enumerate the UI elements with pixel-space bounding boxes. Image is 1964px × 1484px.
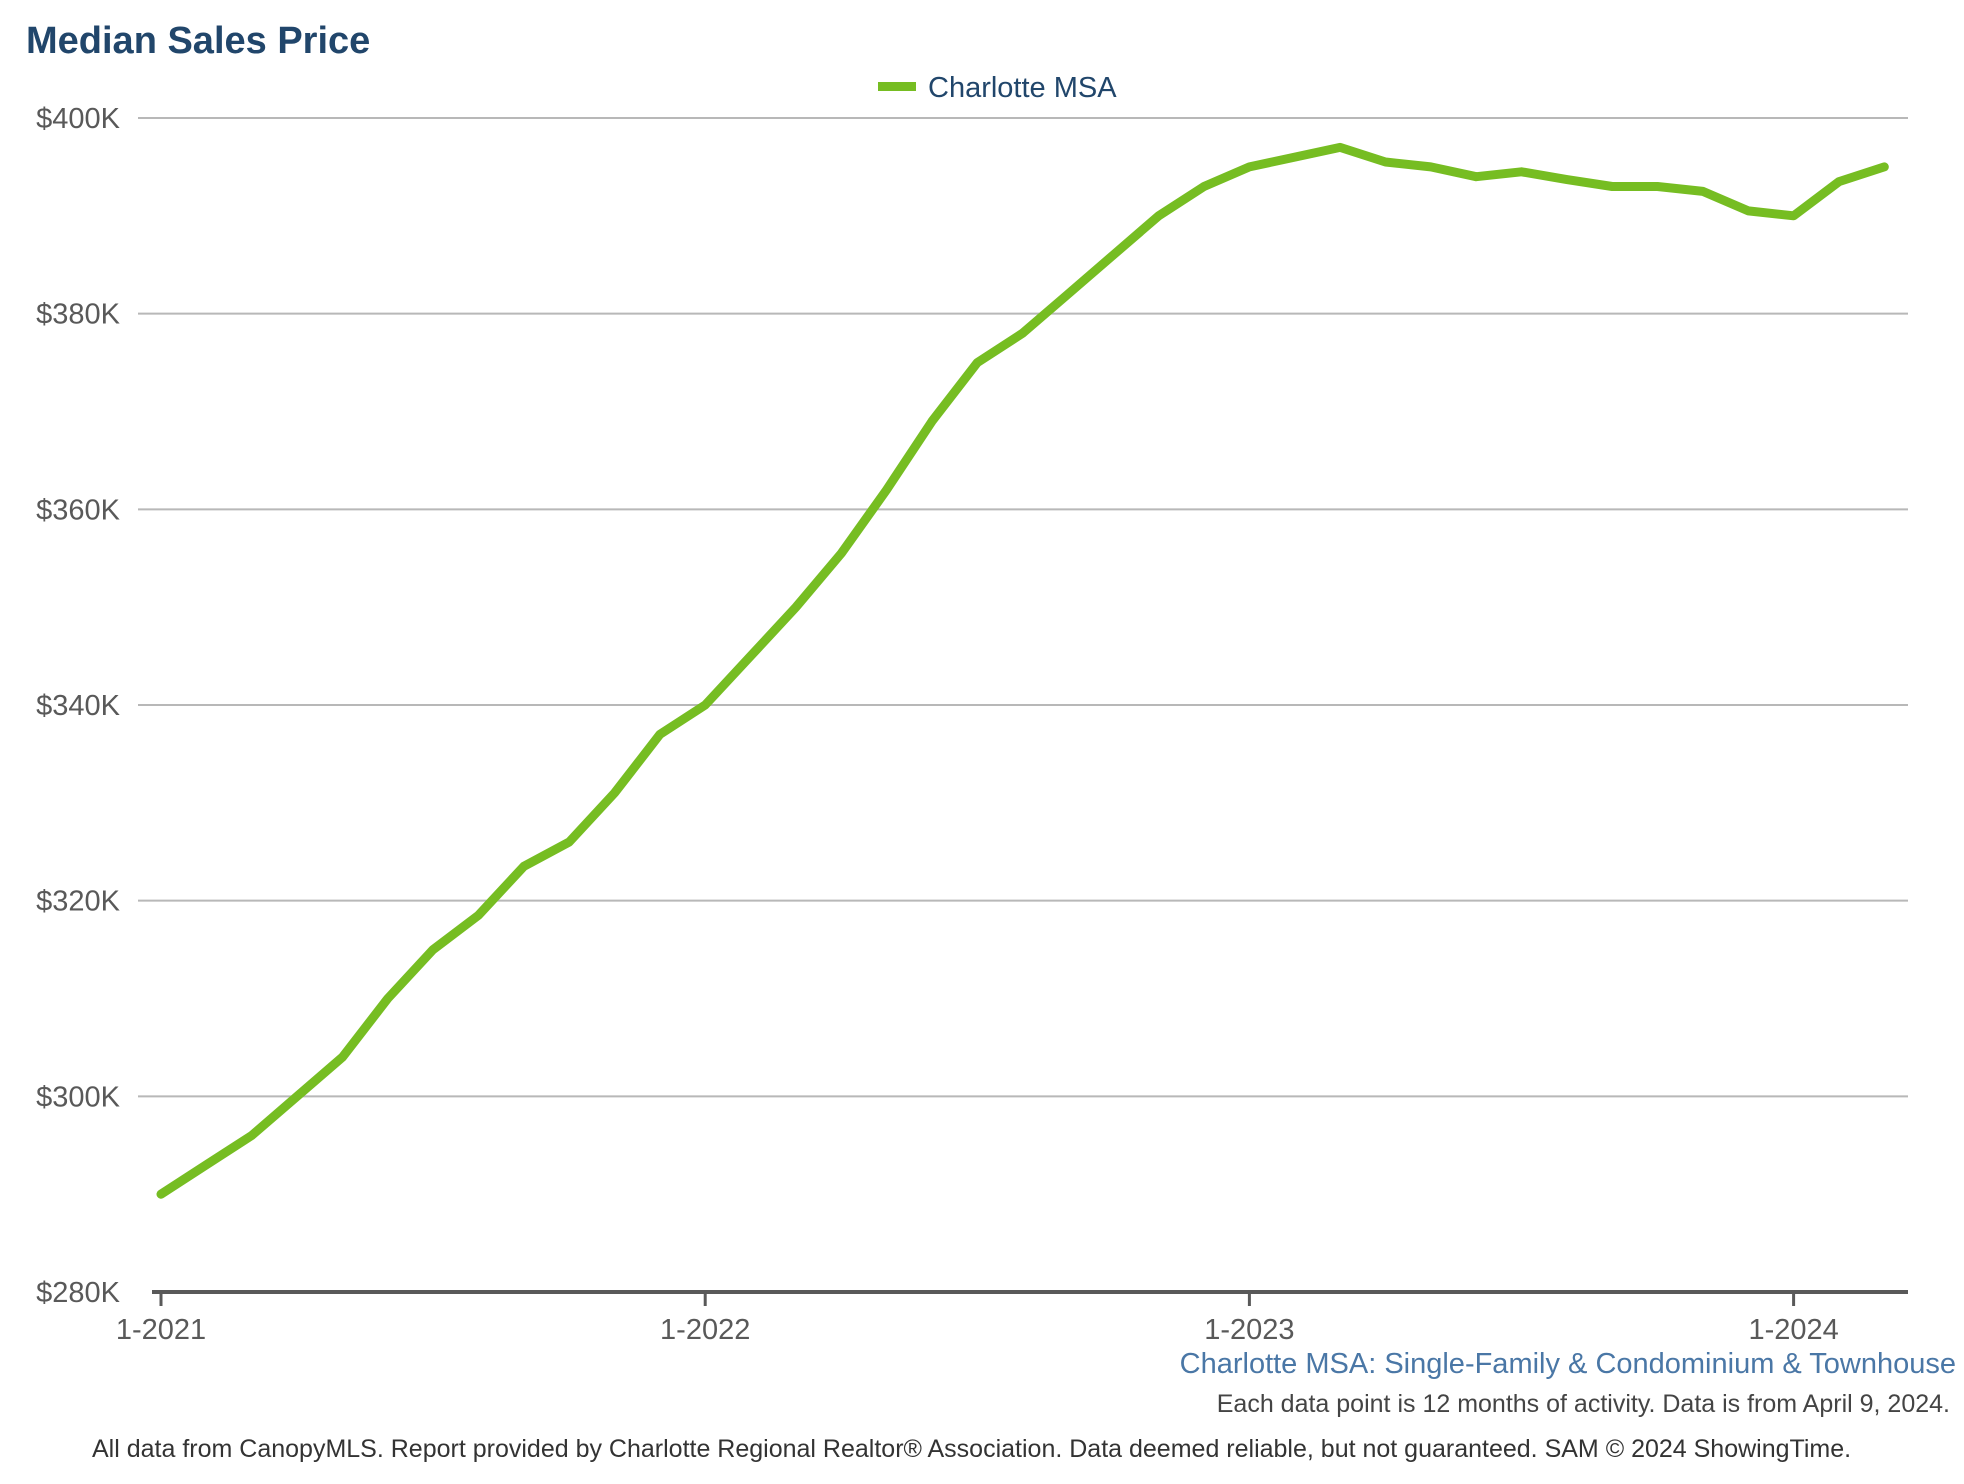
chart-title: Median Sales Price (26, 20, 370, 62)
y-tick-label: $400K (36, 103, 121, 135)
x-tick-label: 1-2023 (1204, 1314, 1294, 1346)
legend-label: Charlotte MSA (928, 72, 1117, 104)
chart-note: Each data point is 12 months of activity… (1217, 1390, 1950, 1418)
x-tick-label: 1-2022 (660, 1314, 750, 1346)
legend-swatch (878, 82, 916, 91)
y-tick-label: $380K (36, 299, 121, 331)
series-line-charlotte-msa (156, 142, 1889, 1199)
x-axis: 1-2021 1-2022 1-2023 1-2024 (116, 1290, 1908, 1346)
y-tick-label: $300K (36, 1081, 121, 1113)
y-tick-label: $360K (36, 494, 121, 526)
y-tick-label: $340K (36, 690, 121, 722)
x-tick-label: 1-2024 (1748, 1314, 1838, 1346)
series-layer (156, 142, 1889, 1199)
y-tick-label: $320K (36, 886, 121, 918)
y-tick-label: $280K (36, 1277, 121, 1309)
y-axis-ticks: $280K $300K $320K $340K $360K $380K $400K (36, 103, 121, 1309)
legend: Charlotte MSA (878, 72, 1117, 104)
x-tick-label: 1-2021 (116, 1314, 206, 1346)
gridlines (138, 117, 1908, 1098)
chart-subtitle: Charlotte MSA: Single-Family & Condomini… (1180, 1348, 1956, 1380)
chart-footer: All data from CanopyMLS. Report provided… (92, 1435, 1851, 1463)
